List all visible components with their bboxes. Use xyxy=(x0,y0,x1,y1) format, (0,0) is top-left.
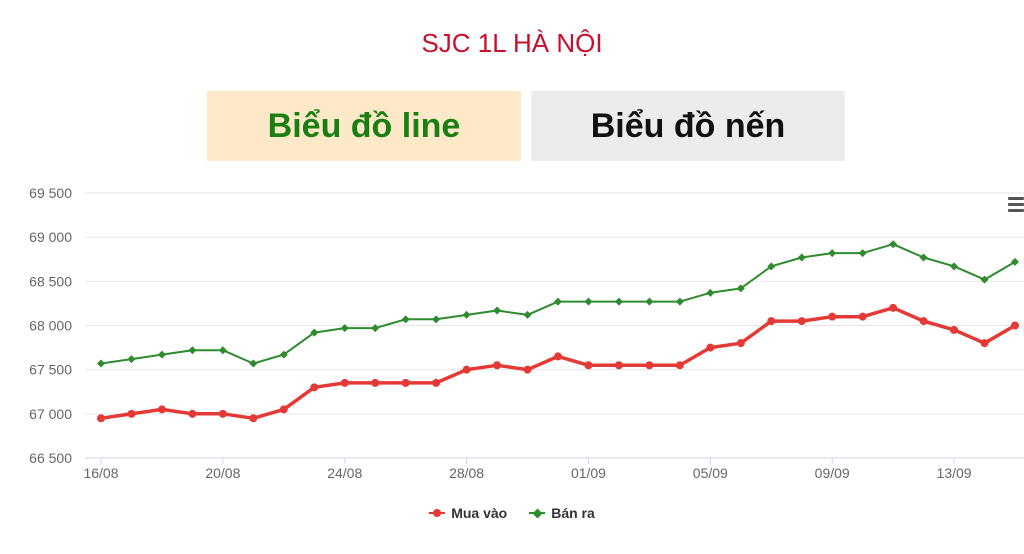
data-point[interactable] xyxy=(188,346,197,355)
tab-line-chart[interactable]: Biểu đồ line xyxy=(207,91,521,161)
y-tick-label: 68 500 xyxy=(29,273,72,289)
data-point[interactable] xyxy=(188,409,197,418)
series-line xyxy=(100,306,1016,421)
tab-candlestick-chart[interactable]: Biểu đồ nến xyxy=(531,91,845,161)
data-point[interactable] xyxy=(310,328,319,337)
x-tick-label: 24/08 xyxy=(327,465,362,481)
data-point[interactable] xyxy=(493,361,502,370)
data-point[interactable] xyxy=(858,312,867,321)
chart-title: SJC 1L HÀ NỘI xyxy=(421,28,603,58)
data-point[interactable] xyxy=(127,409,136,418)
data-point[interactable] xyxy=(432,315,441,324)
data-point[interactable] xyxy=(706,288,715,297)
data-point[interactable] xyxy=(279,405,288,414)
data-point[interactable] xyxy=(919,253,928,262)
data-point[interactable] xyxy=(614,361,623,370)
x-tick-label: 05/09 xyxy=(693,465,728,481)
data-point[interactable] xyxy=(371,324,380,333)
x-tick-label: 20/08 xyxy=(205,465,240,481)
data-point[interactable] xyxy=(828,249,837,258)
data-point[interactable] xyxy=(645,361,654,370)
data-point[interactable] xyxy=(828,312,837,321)
data-point[interactable] xyxy=(218,409,227,418)
data-point[interactable] xyxy=(1011,321,1019,330)
data-point[interactable] xyxy=(371,378,380,387)
data-point[interactable] xyxy=(218,346,227,355)
line-chart: 69 500 69 000 68 500 68 000 67 500 67 000 66 5… xyxy=(29,185,1024,481)
data-point[interactable] xyxy=(157,350,166,359)
chart-legend: Mua vào Bán ra xyxy=(0,505,1024,521)
data-point[interactable] xyxy=(614,297,623,306)
y-tick-label: 67 500 xyxy=(29,362,72,378)
legend-item-ban-ra[interactable]: Bán ra xyxy=(529,505,595,521)
data-point[interactable] xyxy=(980,275,989,284)
data-point[interactable] xyxy=(340,378,349,387)
x-tick-label: 09/09 xyxy=(815,465,850,481)
data-point[interactable] xyxy=(706,343,715,352)
legend-label-mua-vao: Mua vào xyxy=(451,505,508,521)
data-point[interactable] xyxy=(889,303,898,312)
hamburger-menu-icon[interactable] xyxy=(1008,197,1024,213)
data-point[interactable] xyxy=(767,317,776,326)
data-point[interactable] xyxy=(675,361,684,370)
data-point[interactable] xyxy=(736,284,745,293)
data-point[interactable] xyxy=(858,249,867,258)
data-point[interactable] xyxy=(523,310,532,319)
data-point[interactable] xyxy=(950,262,959,271)
data-point[interactable] xyxy=(340,324,349,333)
y-axis-ticks: 69 500 69 000 68 500 68 000 67 500 67 000 66 5… xyxy=(29,185,72,466)
data-point[interactable] xyxy=(401,315,410,324)
data-point[interactable] xyxy=(554,297,562,306)
chart-series xyxy=(97,240,1019,423)
x-tick-label: 01/09 xyxy=(571,465,606,481)
data-point[interactable] xyxy=(310,383,319,392)
data-point[interactable] xyxy=(767,262,776,271)
legend-label-ban-ra: Bán ra xyxy=(551,505,595,521)
data-point[interactable] xyxy=(919,317,928,326)
data-point[interactable] xyxy=(675,297,684,306)
data-point[interactable] xyxy=(493,306,502,315)
data-point[interactable] xyxy=(279,350,288,359)
legend-item-mua-vao[interactable]: Mua vào xyxy=(429,505,507,521)
data-point[interactable] xyxy=(249,359,258,368)
series-ban-ra xyxy=(97,240,1019,368)
data-point[interactable] xyxy=(584,297,593,306)
data-point[interactable] xyxy=(889,240,898,249)
y-tick-label: 68 000 xyxy=(29,318,72,334)
data-point[interactable] xyxy=(401,378,410,387)
data-point[interactable] xyxy=(736,339,745,348)
data-point[interactable] xyxy=(249,414,258,423)
data-point[interactable] xyxy=(157,405,166,414)
x-axis: 16/08 20/08 24/08 28/08 01/09 05/09 09/09 13/09 xyxy=(83,457,1024,481)
data-point[interactable] xyxy=(554,352,562,361)
x-tick-label: 28/08 xyxy=(449,465,484,481)
series-mua-vao xyxy=(97,303,1019,423)
data-point[interactable] xyxy=(1011,257,1019,266)
chart-grid xyxy=(85,192,1024,459)
x-tick-label: 16/08 xyxy=(83,465,118,481)
data-point[interactable] xyxy=(584,361,593,370)
data-point[interactable] xyxy=(797,253,806,262)
legend-swatch-ban-ra xyxy=(529,508,546,518)
x-tick-label: 13/09 xyxy=(937,465,972,481)
data-point[interactable] xyxy=(432,378,441,387)
legend-swatch-mua-vao xyxy=(429,508,446,518)
data-point[interactable] xyxy=(97,359,105,368)
data-point[interactable] xyxy=(950,325,959,334)
data-point[interactable] xyxy=(97,414,105,423)
y-tick-label: 69 500 xyxy=(29,185,72,201)
data-point[interactable] xyxy=(797,317,806,326)
data-point[interactable] xyxy=(523,365,532,374)
data-point[interactable] xyxy=(462,310,471,319)
y-tick-label: 69 000 xyxy=(29,229,72,245)
y-tick-label: 66 500 xyxy=(29,450,72,466)
data-point[interactable] xyxy=(462,365,471,374)
data-point[interactable] xyxy=(127,355,136,364)
data-point[interactable] xyxy=(980,339,989,348)
data-point[interactable] xyxy=(645,297,654,306)
y-tick-label: 67 000 xyxy=(29,406,72,422)
